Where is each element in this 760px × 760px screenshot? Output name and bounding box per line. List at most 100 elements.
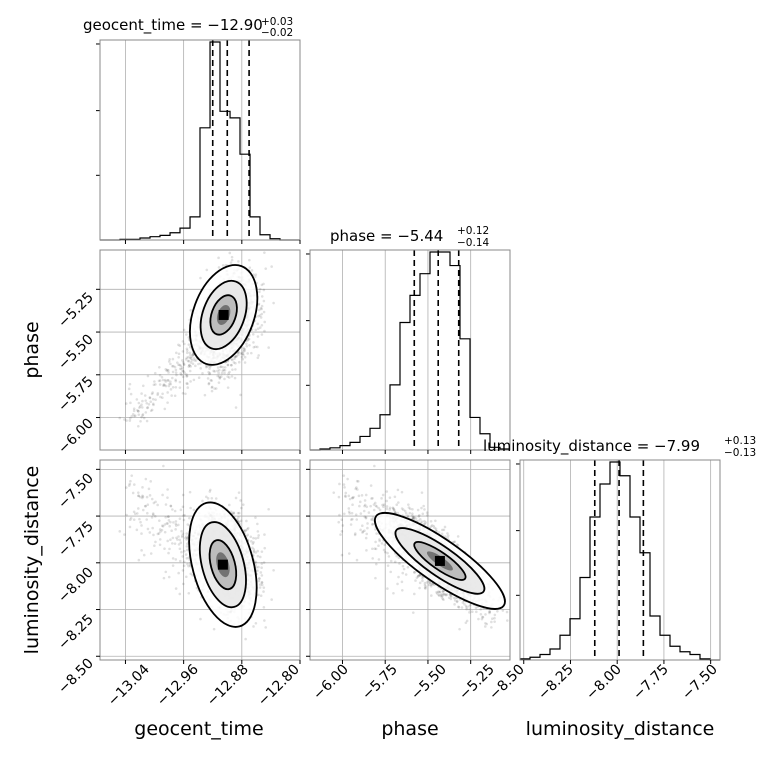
sample-point — [125, 419, 128, 422]
sample-point — [260, 583, 264, 587]
sample-point — [452, 540, 456, 544]
sample-point — [150, 516, 154, 519]
sample-point — [188, 490, 192, 494]
sample-point — [258, 308, 261, 312]
sample-point — [206, 377, 210, 380]
sample-point — [256, 322, 259, 326]
sample-point — [131, 412, 135, 416]
sample-point — [226, 363, 230, 367]
sample-point — [244, 637, 247, 641]
sample-point — [140, 392, 143, 395]
sample-point — [243, 347, 247, 351]
sample-point — [175, 536, 178, 540]
sample-point — [140, 532, 143, 535]
sample-point — [263, 546, 267, 550]
sample-point — [152, 383, 156, 387]
sample-point — [262, 299, 266, 303]
sample-point — [260, 323, 264, 327]
sample-point — [237, 360, 241, 364]
sample-point — [138, 517, 141, 521]
sample-point — [171, 364, 174, 368]
sample-point — [153, 380, 156, 383]
sample-point — [188, 345, 192, 349]
sample-point — [171, 376, 174, 380]
sample-point — [153, 371, 157, 375]
sample-point — [234, 496, 238, 500]
sample-point — [245, 519, 248, 523]
sample-point — [246, 526, 250, 530]
sample-point — [453, 599, 457, 602]
histogram-luminosity_distance — [520, 461, 720, 661]
sample-point — [158, 528, 162, 531]
sample-point — [185, 545, 189, 548]
sample-point — [189, 353, 192, 357]
sample-point — [174, 378, 177, 382]
sample-point — [161, 524, 164, 528]
sample-point — [132, 518, 136, 521]
sample-point — [407, 506, 411, 509]
sample-point — [423, 519, 426, 523]
sample-point — [150, 408, 154, 412]
sample-point — [160, 528, 164, 532]
axes-frame — [519, 459, 721, 661]
sample-point — [167, 384, 171, 388]
sample-point — [142, 416, 146, 420]
sample-point — [197, 362, 200, 366]
sample-point — [262, 288, 266, 292]
sample-point — [167, 379, 170, 382]
sample-point — [171, 564, 175, 567]
sample-point — [149, 409, 153, 413]
sample-point — [239, 519, 243, 523]
sample-point — [250, 351, 253, 355]
sample-point — [204, 495, 208, 499]
sample-point — [256, 554, 260, 558]
sample-point — [179, 508, 183, 512]
sample-point — [178, 363, 182, 367]
sample-point — [257, 302, 261, 306]
sample-point — [164, 503, 168, 506]
sample-point — [248, 258, 251, 262]
sample-point — [216, 366, 220, 369]
sample-point — [176, 361, 179, 364]
sample-point — [171, 508, 174, 511]
sample-point — [158, 383, 162, 386]
sample-point — [229, 510, 233, 513]
sample-point — [188, 369, 192, 373]
sample-point — [231, 368, 234, 371]
sample-point — [123, 418, 126, 421]
sample-point — [442, 528, 446, 532]
sample-point — [128, 482, 132, 486]
sample-point — [437, 594, 441, 597]
sample-point — [177, 352, 181, 356]
sample-point — [131, 491, 135, 495]
sample-point — [402, 508, 405, 512]
sample-point — [190, 358, 194, 362]
sample-point — [168, 357, 171, 361]
sample-point — [220, 371, 224, 375]
sample-point — [175, 373, 178, 377]
sample-point — [230, 255, 234, 259]
sample-point — [129, 392, 133, 396]
sample-point — [207, 370, 210, 374]
sample-point — [173, 394, 177, 398]
sample-point — [256, 345, 259, 349]
sample-point — [182, 514, 185, 517]
sample-point — [130, 474, 134, 477]
sample-point — [424, 585, 428, 588]
sample-point — [362, 509, 366, 513]
sample-point — [392, 508, 396, 511]
sample-point — [166, 379, 169, 382]
sample-point — [192, 357, 196, 360]
sample-point — [178, 592, 182, 596]
sample-point — [219, 365, 222, 369]
sample-point — [178, 367, 182, 371]
sample-point — [257, 579, 261, 583]
sample-point — [255, 566, 258, 569]
sample-point — [158, 365, 161, 369]
tick-marks — [124, 240, 301, 244]
sample-point — [217, 371, 220, 375]
sample-point — [258, 577, 261, 580]
sample-point — [163, 547, 166, 550]
sample-point — [158, 538, 162, 541]
sample-point — [171, 370, 175, 374]
